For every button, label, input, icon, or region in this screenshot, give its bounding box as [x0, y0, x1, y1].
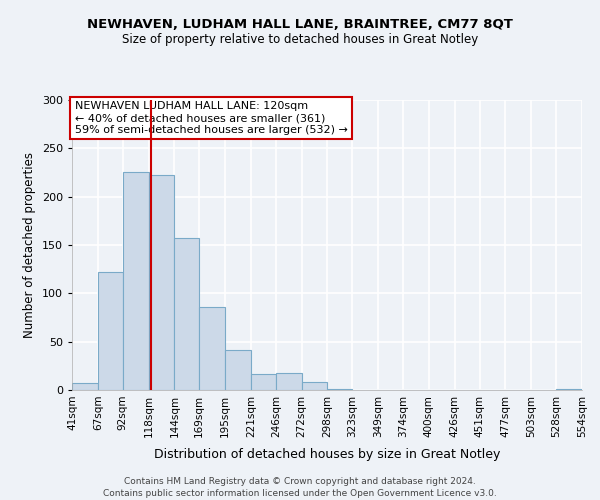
Bar: [225, 350, 251, 390]
Text: Size of property relative to detached houses in Great Notley: Size of property relative to detached ho…: [122, 32, 478, 46]
Y-axis label: Number of detached properties: Number of detached properties: [23, 152, 36, 338]
Text: NEWHAVEN, LUDHAM HALL LANE, BRAINTREE, CM77 8QT: NEWHAVEN, LUDHAM HALL LANE, BRAINTREE, C…: [87, 18, 513, 30]
Text: NEWHAVEN LUDHAM HALL LANE: 120sqm
← 40% of detached houses are smaller (361)
59%: NEWHAVEN LUDHAM HALL LANE: 120sqm ← 40% …: [74, 102, 347, 134]
Bar: [556, 389, 582, 390]
Bar: [72, 383, 98, 390]
Text: Contains public sector information licensed under the Open Government Licence v3: Contains public sector information licen…: [103, 489, 497, 498]
Bar: [123, 172, 149, 390]
Bar: [199, 307, 225, 390]
Bar: [302, 382, 328, 390]
Bar: [149, 176, 175, 390]
Bar: [175, 238, 199, 390]
X-axis label: Distribution of detached houses by size in Great Notley: Distribution of detached houses by size …: [154, 448, 500, 461]
Bar: [98, 272, 123, 390]
Text: Contains HM Land Registry data © Crown copyright and database right 2024.: Contains HM Land Registry data © Crown c…: [124, 478, 476, 486]
Bar: [251, 374, 276, 390]
Bar: [328, 389, 352, 390]
Bar: [276, 372, 302, 390]
